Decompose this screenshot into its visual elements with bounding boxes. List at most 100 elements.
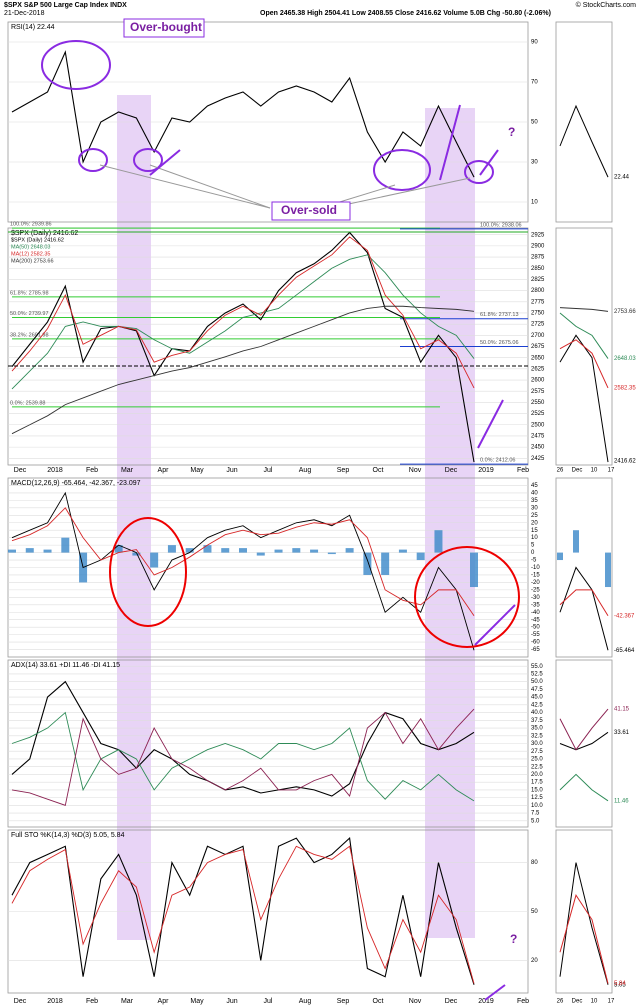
histogram-bar — [470, 552, 478, 588]
legend-entry: MA(200) 2753.66 — [11, 258, 54, 264]
x-tick-label: Jul — [264, 998, 273, 1005]
y-tick-label: 40.0 — [531, 710, 543, 716]
y-tick-label: 10 — [531, 200, 538, 206]
circle — [41, 40, 111, 90]
y-tick-label: 2500 — [531, 422, 545, 428]
series-line — [11, 231, 475, 463]
histogram-bar — [274, 549, 283, 553]
y-tick-label: -20 — [531, 580, 540, 586]
y-tick-label: 20 — [531, 958, 538, 964]
fib-label: 38.2%: 2691.98 — [10, 332, 49, 338]
question: ? — [508, 125, 515, 139]
last-value-label: 2582.35 — [614, 386, 636, 392]
histogram-bar — [221, 548, 230, 553]
y-tick-label: 50.0 — [531, 679, 543, 685]
y-tick-label: 70 — [531, 80, 538, 86]
mini-x-tick-label: 26 — [557, 468, 564, 474]
x-tick-label: 2018 — [47, 998, 63, 1005]
mini-series-line — [559, 589, 609, 617]
last-value-label: 11.46 — [614, 798, 629, 804]
y-tick-label: 2600 — [531, 378, 545, 384]
last-value-label: 5.05 — [614, 982, 626, 988]
series-line — [11, 680, 475, 797]
y-tick-label: 2450 — [531, 445, 545, 451]
y-tick-label: 40 — [531, 490, 538, 496]
mini-series-line — [559, 307, 609, 312]
y-tick-label: 2875 — [531, 255, 545, 261]
y-tick-label: 2475 — [531, 434, 545, 440]
overbought: Over-bought — [130, 20, 202, 34]
mini-frame — [555, 227, 613, 466]
quote: Open 2465.38 High 2504.41 Low 2408.55 Cl… — [260, 10, 551, 17]
x-tick-label: Jul — [264, 467, 273, 474]
x-tick-label: Nov — [409, 467, 422, 474]
fib-label: 100.0%: 2938.06 — [480, 222, 522, 228]
y-tick-label: 25.0 — [531, 757, 543, 763]
x-tick-label: May — [190, 998, 204, 1005]
y-tick-label: -30 — [531, 595, 540, 601]
y-tick-label: 35 — [531, 498, 538, 504]
last-value-label: 2416.62 — [614, 459, 636, 465]
x-tick-label: Dec — [445, 998, 458, 1005]
mini-x-tick-label: Dec — [572, 999, 583, 1005]
fib-label: 0.0%: 2412.06 — [480, 458, 515, 464]
y-tick-label: 12.5 — [531, 795, 543, 801]
x-tick-label: Apr — [158, 467, 170, 474]
y-tick-label: 2625 — [531, 366, 545, 372]
x-tick-label: Feb — [86, 998, 98, 1005]
legend-entry: MA(12) 2582.35 — [11, 251, 50, 257]
panel-title: MACD(12,26,9) -65.464, -42.367, -23.097 — [11, 480, 141, 487]
y-tick-label: 20.0 — [531, 772, 543, 778]
y-tick-label: 2700 — [531, 333, 545, 339]
y-tick-label: 37.5 — [531, 718, 543, 724]
date: 21-Dec-2018 — [4, 10, 45, 17]
x-tick-label: Mar — [121, 998, 134, 1005]
fib-label: 100.0%: 2939.86 — [10, 222, 52, 228]
fib-label: 50.0%: 2675.06 — [480, 340, 519, 346]
histogram-bar — [114, 545, 123, 553]
histogram-bar — [8, 549, 16, 553]
y-tick-label: 20 — [531, 520, 538, 526]
histogram-bar — [256, 552, 265, 556]
series-line — [11, 491, 475, 651]
histogram-bar — [434, 530, 443, 553]
circle — [373, 149, 431, 191]
x-tick-label: Jun — [226, 467, 237, 474]
mini-x-tick-label: 26 — [557, 999, 564, 1005]
series-line — [11, 236, 475, 389]
y-tick-label: -55 — [531, 632, 540, 638]
credit: © StockCharts.com — [576, 1, 637, 9]
mini-series-line — [559, 566, 609, 651]
x-tick-label: Oct — [373, 998, 384, 1005]
y-tick-label: -60 — [531, 640, 540, 646]
series-line — [11, 837, 475, 985]
y-tick-label: 2775 — [531, 299, 545, 305]
y-tick-label: 7.5 — [531, 811, 540, 817]
y-tick-label: 47.5 — [531, 687, 543, 693]
y-tick-label: -50 — [531, 625, 540, 631]
fib-label: 61.8%: 2785.98 — [10, 290, 49, 296]
y-tick-label: 10 — [531, 535, 538, 541]
symbol: $SPX S&P 500 Large Cap Index INDX — [4, 2, 127, 9]
y-tick-label: 2825 — [531, 277, 545, 283]
mini-x-tick-label: 10 — [591, 468, 598, 474]
panel-title: RSI(14) 22.44 — [11, 24, 55, 31]
last-value-label: 2648.03 — [614, 356, 636, 362]
histogram-bar — [61, 537, 70, 553]
y-tick-label: 2725 — [531, 322, 545, 328]
y-tick-label: 5 — [531, 543, 535, 549]
histogram-bar — [239, 548, 247, 553]
panel-title: Full STO %K(14,3) %D(3) 5.05, 5.84 — [11, 832, 125, 839]
y-tick-label: 2675 — [531, 344, 545, 350]
y-tick-label: 30 — [531, 160, 538, 166]
x-tick-label: 2019 — [478, 467, 494, 474]
x-tick-label: Sep — [337, 467, 350, 474]
x-tick-label: Apr — [158, 998, 170, 1005]
y-tick-label: -45 — [531, 617, 540, 623]
y-tick-label: 2925 — [531, 232, 545, 238]
histogram-bar — [43, 549, 52, 553]
last-value-label: -42.367 — [614, 613, 635, 619]
mini-frame — [555, 477, 613, 658]
question: ? — [510, 932, 517, 946]
x-tick-label: Feb — [86, 467, 98, 474]
